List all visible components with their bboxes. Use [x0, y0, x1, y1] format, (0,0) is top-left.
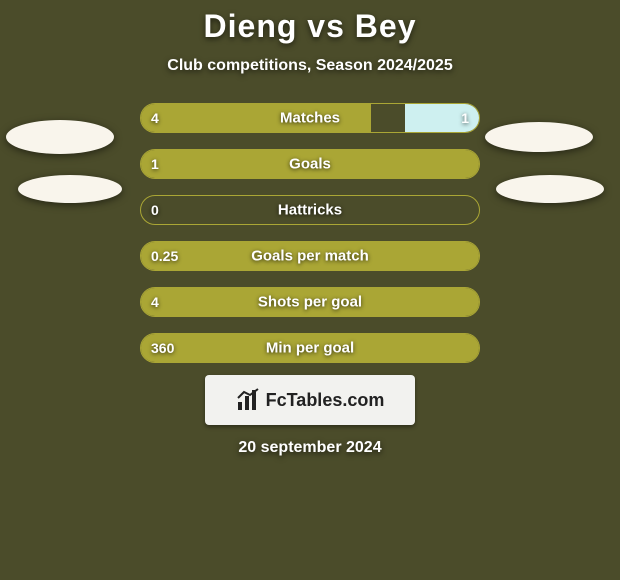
logo-chart-icon	[236, 388, 260, 412]
subtitle: Club competitions, Season 2024/2025	[0, 57, 620, 75]
side-ellipse	[6, 120, 114, 154]
side-ellipse	[18, 175, 122, 203]
stat-value-left: 1	[151, 156, 159, 172]
stat-value-right: 1	[461, 110, 469, 126]
stat-label: Min per goal	[266, 340, 354, 357]
stat-value-left: 4	[151, 110, 159, 126]
logo-box: FcTables.com	[205, 375, 415, 425]
side-ellipse	[496, 175, 604, 203]
bar-track: Min per goal 360	[140, 333, 480, 363]
bar-track: Hattricks 0	[140, 195, 480, 225]
bar-track: Matches 4 1	[140, 103, 480, 133]
stat-value-left: 0	[151, 202, 159, 218]
stat-value-left: 0.25	[151, 248, 178, 264]
stat-row: Goals 1	[0, 149, 620, 179]
bar-track: Shots per goal 4	[140, 287, 480, 317]
stat-value-left: 4	[151, 294, 159, 310]
stat-label: Shots per goal	[258, 294, 362, 311]
logo-text: FcTables.com	[266, 390, 385, 411]
bar-track: Goals 1	[140, 149, 480, 179]
stat-value-left: 360	[151, 340, 174, 356]
stat-label: Goals per match	[251, 248, 369, 265]
stat-row: Goals per match 0.25	[0, 241, 620, 271]
side-ellipse	[485, 122, 593, 152]
comparison-card: Dieng vs Bey Club competitions, Season 2…	[0, 0, 620, 457]
page-title: Dieng vs Bey	[0, 8, 620, 45]
stat-label: Matches	[280, 110, 340, 127]
stat-row: Min per goal 360	[0, 333, 620, 363]
stat-label: Hattricks	[278, 202, 342, 219]
stat-label: Goals	[289, 156, 331, 173]
stat-row: Shots per goal 4	[0, 287, 620, 317]
footer-date: 20 september 2024	[0, 439, 620, 457]
bar-track: Goals per match 0.25	[140, 241, 480, 271]
